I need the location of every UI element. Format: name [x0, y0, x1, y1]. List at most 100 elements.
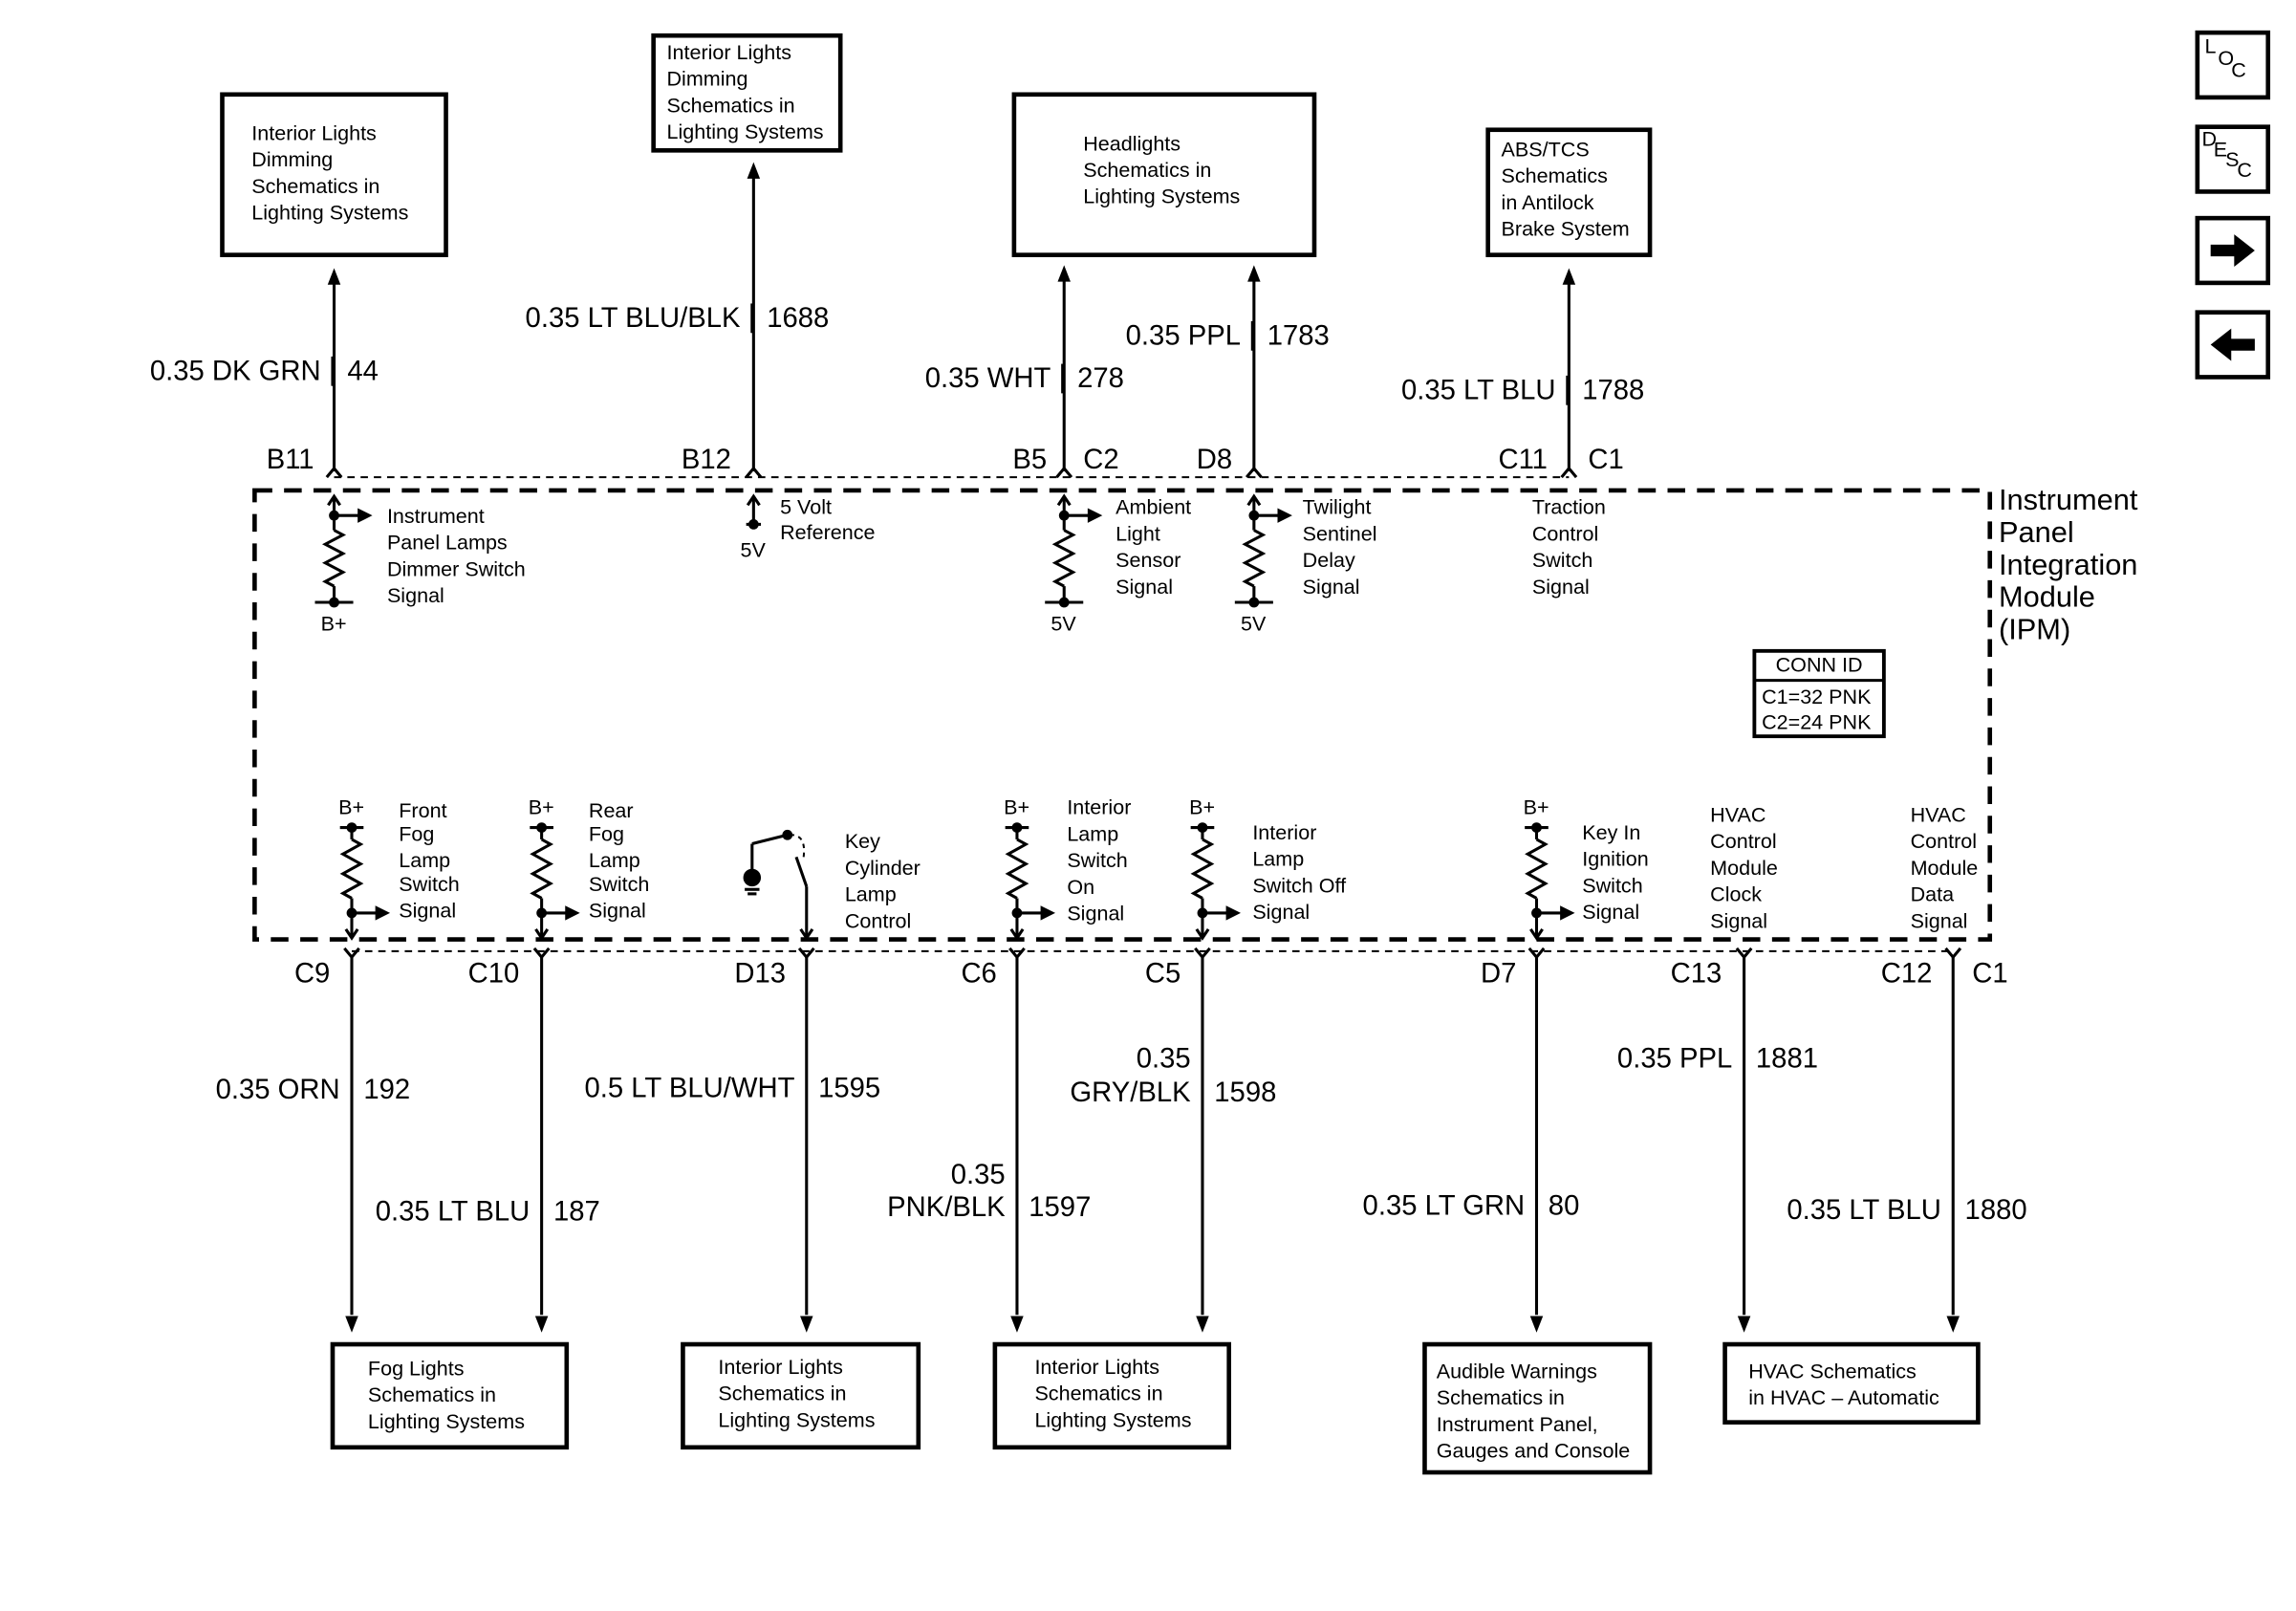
destination-label: Lighting Systems [1034, 1407, 1191, 1431]
wire-color-label: 0.35 ORN [216, 1075, 340, 1105]
destination-label: Interior Lights [718, 1355, 843, 1379]
desc-letter: C [2237, 158, 2252, 182]
pin-label: D8 [1197, 445, 1232, 475]
wire-color-label: 0.35 LT BLU [1401, 376, 1556, 406]
nav-button-frame[interactable] [2195, 310, 2271, 380]
circuit-number: 1880 [1965, 1195, 2027, 1226]
source-label: B+ [321, 611, 347, 635]
arrow-right-icon [375, 905, 391, 921]
arrow-up-icon [1056, 493, 1072, 507]
arrow-down-icon [800, 1316, 813, 1333]
pin-label: B12 [682, 445, 731, 475]
resistor-icon [1005, 838, 1029, 900]
connector-label: C2 [1083, 445, 1118, 475]
arrow-right-icon [357, 508, 373, 523]
destination-box[interactable] [1722, 1341, 1981, 1425]
circuit-number: 192 [363, 1075, 410, 1105]
signal-label: Key In [1582, 820, 1640, 844]
module-name: Integration [1999, 548, 2137, 581]
circuit-number: 1598 [1214, 1078, 1276, 1108]
junction-dot [1058, 510, 1070, 521]
connector-label: C1 [1588, 445, 1623, 475]
signal-label: Lamp [845, 882, 897, 906]
signal-label: Lamp [1067, 821, 1118, 845]
signal-label: Signal [1303, 575, 1360, 599]
destination-box[interactable] [330, 1341, 570, 1450]
destination-label: Instrument Panel, [1437, 1412, 1598, 1436]
arrow-right-icon[interactable] [2210, 234, 2255, 267]
destination-label: in HVAC – Automatic [1748, 1385, 1939, 1409]
pin-label: B5 [1012, 445, 1047, 475]
arrow-down-icon [1010, 1316, 1024, 1333]
signal-label: Switch [1532, 548, 1592, 572]
signal-label: Rear [589, 798, 634, 822]
destination-label: Schematics in [718, 1382, 846, 1405]
destination-label: Schematics [1502, 163, 1608, 187]
lamp-ground-icon [743, 868, 762, 887]
pin-label: C5 [1145, 958, 1180, 989]
wire-color-label: 0.35 LT GRN [1363, 1191, 1526, 1222]
connector-pin-icon [1735, 947, 1753, 960]
signal-label: Signal [1911, 908, 1968, 932]
ipm-module-boundary [252, 488, 1993, 942]
destination-box[interactable] [1485, 127, 1653, 257]
arrow-down-icon [1195, 927, 1210, 941]
signal-label: Lamp [399, 848, 450, 872]
destination-box[interactable] [651, 33, 843, 153]
nav-button-prev[interactable] [2195, 310, 2271, 380]
destination-label: Lighting Systems [667, 120, 824, 143]
destination-box[interactable] [681, 1341, 921, 1450]
resistor-icon [321, 529, 347, 588]
destination-label: Interior Lights [667, 40, 792, 64]
wire-color-label: 0.35 LT BLU [1787, 1195, 1941, 1226]
signal-label: Control [1532, 521, 1598, 545]
signal-label: Signal [1582, 900, 1639, 924]
source-label: B+ [1004, 795, 1029, 819]
destination-label: HVAC Schematics [1748, 1359, 1917, 1382]
source-label: B+ [529, 795, 554, 819]
arrow-right-icon [1087, 508, 1103, 523]
signal-label: Signal [1710, 908, 1767, 932]
source-label: 5V [740, 537, 766, 561]
signal-label: Switch [589, 872, 649, 896]
connector-pin-icon [532, 947, 551, 960]
signal-label: Signal [1067, 902, 1124, 925]
connector-label: C1 [1972, 958, 2007, 989]
signal-label: Instrument [387, 504, 485, 528]
arrow-down-icon [1946, 1316, 1960, 1333]
destination-box[interactable] [1011, 92, 1317, 257]
circuit-number: 44 [347, 357, 379, 387]
module-name: Panel [1999, 515, 2074, 549]
destination-box[interactable] [992, 1341, 1231, 1450]
nav-button-frame[interactable] [2195, 124, 2271, 194]
nav-button-frame[interactable] [2195, 30, 2271, 100]
arrow-right-icon [1560, 905, 1575, 921]
source-label: 5V [1051, 611, 1076, 635]
destination-label: Dimming [667, 67, 748, 91]
destination-label: Schematics in [667, 93, 795, 117]
internal-line [751, 833, 789, 846]
loc-letter: O [2218, 46, 2234, 70]
signal-label: Ambient [1116, 495, 1191, 519]
wire-color-label: 0.35 WHT [925, 363, 1051, 394]
nav-button-loc[interactable]: L OC [2195, 30, 2271, 100]
destination-label: Lighting Systems [368, 1409, 525, 1433]
nav-button-next[interactable] [2195, 215, 2271, 286]
junction-dot [1197, 907, 1208, 919]
connector-pin-icon [1055, 466, 1073, 479]
signal-label: Reference [780, 520, 875, 544]
loc-letter: L [2205, 34, 2217, 58]
arrow-right-icon [1277, 508, 1292, 523]
destination-box[interactable] [220, 92, 448, 257]
desc-letter: E [2214, 137, 2227, 161]
circuit-number: 187 [553, 1197, 600, 1228]
connector-pin-icon [1944, 947, 1962, 960]
signal-label: Control [1710, 829, 1776, 853]
arrow-left-icon[interactable] [2210, 328, 2255, 361]
wire-color-label: 0.35 PPL [1126, 321, 1241, 352]
junction-dot [1058, 597, 1070, 608]
destination-box[interactable] [1422, 1341, 1653, 1475]
destination-label: Lighting Systems [251, 201, 408, 225]
